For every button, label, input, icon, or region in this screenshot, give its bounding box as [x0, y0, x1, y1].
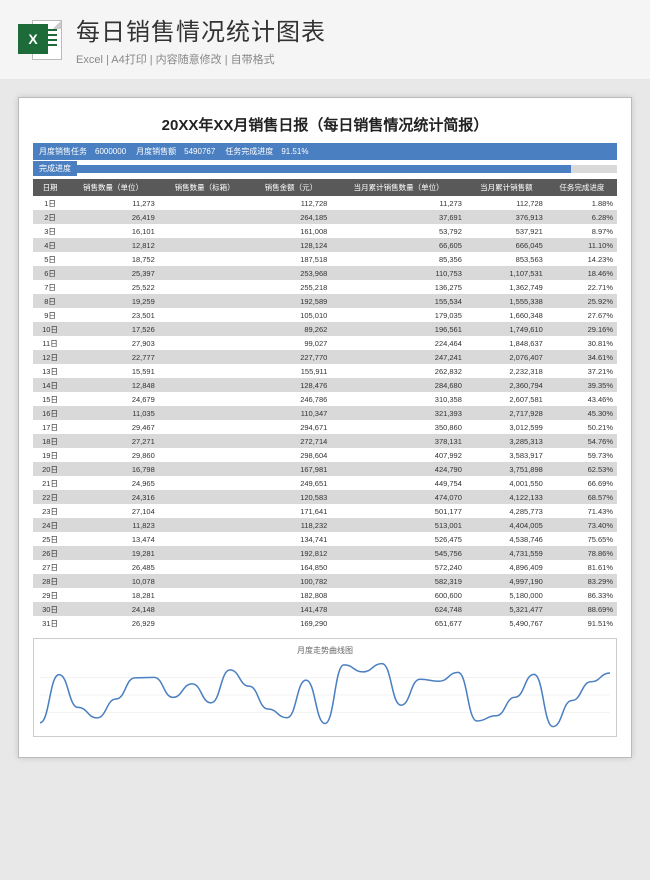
table-row: 4日12,812128,12466,605666,04511.10% [33, 238, 617, 252]
table-header: 销售数量（单位） [67, 179, 159, 196]
table-row: 2日26,419264,18537,691376,9136.28% [33, 210, 617, 224]
table-row: 9日23,501105,010179,0351,660,34827.67% [33, 308, 617, 322]
amount-label: 月度销售额 [136, 146, 176, 157]
progress-row-label: 完成进度 [33, 161, 77, 176]
table-row: 19日29,860298,604407,9923,583,91759.73% [33, 448, 617, 462]
progress-label: 任务完成进度 [225, 146, 273, 157]
table-row: 20日16,798167,981424,7903,751,89862.53% [33, 462, 617, 476]
document-page: 20XX年XX月销售日报（每日销售情况统计简报） 月度销售任务 6000000 月… [18, 97, 632, 758]
table-row: 14日12,848128,476284,6802,360,79439.35% [33, 378, 617, 392]
task-label: 月度销售任务 [39, 146, 87, 157]
excel-icon: X [18, 18, 62, 62]
header-title: 每日销售情况统计图表 [76, 12, 632, 47]
progress-bar [77, 165, 617, 173]
template-header: X 每日销售情况统计图表 Excel | A4打印 | 内容随意修改 | 自带格… [0, 0, 650, 79]
chart-svg [40, 660, 610, 730]
table-row: 23日27,104171,641501,1774,285,77371.43% [33, 504, 617, 518]
table-row: 7日25,522255,218136,2751,362,74922.71% [33, 280, 617, 294]
table-row: 8日19,259192,589155,5341,555,33825.92% [33, 294, 617, 308]
sales-table: 日期销售数量（单位）销售数量（标箱）销售金额（元）当月累计销售数量（单位）当月累… [33, 179, 617, 630]
table-row: 16日11,035110,347321,3932,717,92845.30% [33, 406, 617, 420]
table-row: 24日11,823118,232513,0014,404,00573.40% [33, 518, 617, 532]
table-row: 15日24,679246,786310,3582,607,58143.46% [33, 392, 617, 406]
table-header: 当月累计销售数量（单位） [331, 179, 466, 196]
table-header: 日期 [33, 179, 67, 196]
table-row: 30日24,148141,478624,7485,321,47788.69% [33, 602, 617, 616]
table-row: 17日29,467294,671350,8603,012,59950.21% [33, 420, 617, 434]
summary-bar: 月度销售任务 6000000 月度销售额 5490767 任务完成进度 91.51% [33, 143, 617, 160]
table-row: 1日11,273112,72811,273112,7281.88% [33, 196, 617, 210]
table-row: 28日10,078100,782582,3194,997,19083.29% [33, 574, 617, 588]
header-subtitle: Excel | A4打印 | 内容随意修改 | 自带格式 [76, 51, 632, 67]
table-row: 5日18,752187,51885,356853,56314.23% [33, 252, 617, 266]
progress-row: 完成进度 [33, 161, 617, 176]
table-row: 12日22,777227,770247,2412,076,40734.61% [33, 350, 617, 364]
table-row: 22日24,316120,583474,0704,122,13368.57% [33, 490, 617, 504]
table-row: 13日15,591155,911262,8322,232,31837.21% [33, 364, 617, 378]
table-row: 11日27,90399,027224,4641,848,63730.81% [33, 336, 617, 350]
page-title: 20XX年XX月销售日报（每日销售情况统计简报） [33, 114, 617, 135]
table-header: 当月累计销售额 [466, 179, 547, 196]
table-row: 25日13,474134,741526,4754,538,74675.65% [33, 532, 617, 546]
table-row: 6日25,397253,968110,7531,107,53118.46% [33, 266, 617, 280]
table-row: 26日19,281192,812545,7564,731,55978.86% [33, 546, 617, 560]
table-row: 3日16,101161,00853,792537,9218.97% [33, 224, 617, 238]
trend-chart: 月度走势曲线图 [33, 638, 617, 737]
table-row: 29日18,281182,808600,6005,180,00086.33% [33, 588, 617, 602]
amount-value: 5490767 [184, 147, 215, 156]
table-header: 销售数量（标箱） [159, 179, 251, 196]
table-row: 10日17,52689,262196,5611,749,61029.16% [33, 322, 617, 336]
progress-value: 91.51% [281, 147, 308, 156]
table-row: 31日26,929169,290651,6775,490,76791.51% [33, 616, 617, 630]
task-value: 6000000 [95, 147, 126, 156]
table-row: 18日27,271272,714378,1313,285,31354.76% [33, 434, 617, 448]
table-header: 任务完成进度 [547, 179, 617, 196]
table-row: 21日24,965249,651449,7544,001,55066.69% [33, 476, 617, 490]
chart-title: 月度走势曲线图 [40, 645, 610, 656]
excel-icon-letter: X [18, 24, 48, 54]
table-row: 27日26,485164,850572,2404,896,40981.61% [33, 560, 617, 574]
table-header: 销售金额（元） [250, 179, 331, 196]
header-text: 每日销售情况统计图表 Excel | A4打印 | 内容随意修改 | 自带格式 [76, 12, 632, 67]
